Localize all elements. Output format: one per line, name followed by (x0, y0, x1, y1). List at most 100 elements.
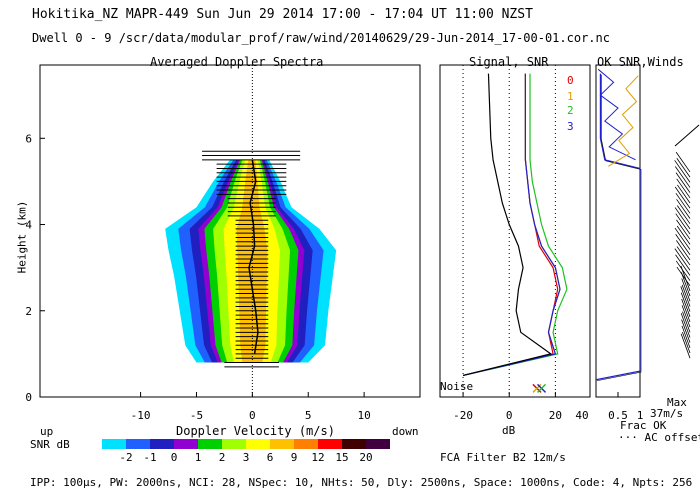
wind-barb (681, 305, 691, 328)
snr-swatch-8 (294, 439, 318, 449)
label-fca-filter: FCA Filter B2 12m/s (440, 451, 566, 464)
wind-barb (676, 266, 691, 286)
snr-swatch-10 (342, 439, 366, 449)
label-ac-offset: ··· AC offset (618, 431, 700, 444)
spectra-xtick-label-0: -10 (131, 409, 151, 422)
snr-swatch-0 (102, 439, 126, 449)
wind-barb (682, 311, 691, 333)
spectra-ylabel: Height (km) (15, 200, 29, 274)
wind-barb (680, 313, 691, 338)
wind-barb (681, 284, 691, 307)
snr-label-10: 20 (359, 451, 373, 464)
wind-barb (675, 260, 691, 281)
wind-barb (676, 240, 691, 261)
ok-noise-scribble (597, 68, 636, 161)
spectra-xtick-label-2: 0 (249, 409, 256, 422)
wind-barb (676, 225, 691, 245)
signal-series-signal (462, 73, 553, 377)
header-title: Hokitika_NZ MAPR-449 Sun Jun 29 2014 17:… (32, 7, 533, 22)
spectra-contour-7 (236, 159, 268, 363)
wind-barb (681, 319, 691, 343)
wind-barb (681, 298, 691, 323)
label-up: up (40, 425, 54, 438)
signal-series-0 (462, 73, 559, 377)
signal-series-1 (462, 73, 561, 377)
wind-barb (675, 234, 691, 255)
wind-barb (675, 254, 691, 276)
snr-swatch-7 (270, 439, 294, 449)
wind-barb (676, 158, 691, 178)
wind-barb (680, 292, 691, 317)
wind-barb (681, 278, 691, 302)
label-down: down (392, 425, 419, 438)
snr-swatch-6 (246, 439, 270, 449)
snr-label-4: 2 (218, 451, 226, 464)
spectra-xtick-label-4: 10 (357, 409, 370, 422)
snr-label-8: 12 (311, 451, 325, 464)
wind-barb (676, 178, 691, 199)
snr-swatch-3 (174, 439, 198, 449)
wind-barb (676, 199, 691, 219)
legend-series-0: 0 (567, 74, 574, 87)
signal-xlabel: dB (502, 424, 516, 437)
snr-swatch-1 (126, 439, 150, 449)
snr-swatch-2 (150, 439, 174, 449)
wind-barb (675, 172, 691, 193)
wind-barb (674, 160, 691, 183)
wind-barb (674, 166, 691, 188)
ok-xtick-label-0: 0.5 (608, 409, 628, 422)
snr-label-3: 1 (194, 451, 202, 464)
signal-xtick-label-3: 40 (575, 409, 588, 422)
snr-label-2: 0 (170, 451, 178, 464)
spectra-xtick-label-1: -5 (190, 409, 203, 422)
ok-xtick-label-1: 1 (637, 409, 644, 422)
frac-ok-line-shadow (596, 74, 642, 382)
ok-frame (595, 64, 641, 398)
wind-barb (676, 205, 691, 224)
wind-barb (674, 227, 691, 250)
wind-barb (675, 151, 691, 173)
footer-params: IPP: 100µs, PW: 2000ns, NCI: 28, NSpec: … (30, 476, 693, 489)
signal-xtick-label-2: 20 (549, 409, 562, 422)
snr-label-9: 15 (335, 451, 349, 464)
label-frac-ok: Frac OK (620, 419, 667, 432)
snr-label-6: 6 (266, 451, 274, 464)
max-wind-arrow (674, 124, 700, 147)
signal-xtick-label-1: 0 (506, 409, 513, 422)
wind-barb (676, 246, 691, 266)
spectra-xlabel: Doppler Velocity (m/s) (176, 424, 335, 438)
mean-velocity-line (248, 159, 259, 354)
signal-xtick-label-0: -20 (453, 409, 473, 422)
snr-label-5: 3 (242, 451, 250, 464)
snr-swatch-11 (366, 439, 390, 449)
label-max: Max (667, 396, 687, 409)
snr-swatch-9 (318, 439, 342, 449)
snr-swatch-4 (198, 439, 222, 449)
signal-frame (439, 64, 591, 398)
wind-barb (677, 184, 691, 204)
wind-barb (676, 219, 691, 240)
noise-marker (537, 383, 547, 393)
label-max-value: 37m/s (650, 407, 684, 420)
wind-barb (681, 325, 691, 348)
snr-label-1: -1 (143, 451, 157, 464)
spectra-ytick-label-1: 2 (25, 305, 32, 318)
signal-series-3 (462, 73, 561, 377)
ok-noise-scribble (608, 75, 639, 167)
spectra-xtick-label-3: 5 (305, 409, 312, 422)
label-snr-db: SNR dB (30, 438, 70, 451)
spectra-ytick-label-2: 4 (25, 219, 32, 232)
spectra-ytick-label-0: 0 (25, 391, 32, 404)
snr-label-7: 9 (290, 451, 298, 464)
header-subtitle: Dwell 0 - 9 /scr/data/modular_prof/raw/w… (32, 31, 610, 45)
spectra-frame (39, 64, 421, 398)
legend-series-3: 3 (567, 120, 574, 133)
wind-barb (674, 248, 691, 271)
frac-ok-line (595, 73, 641, 381)
wind-barb (674, 186, 691, 209)
signal-series-2 (462, 73, 568, 377)
legend-series-1: 1 (567, 90, 574, 103)
spectra-ytick-label-3: 6 (25, 132, 32, 145)
legend-series-2: 2 (567, 104, 574, 117)
